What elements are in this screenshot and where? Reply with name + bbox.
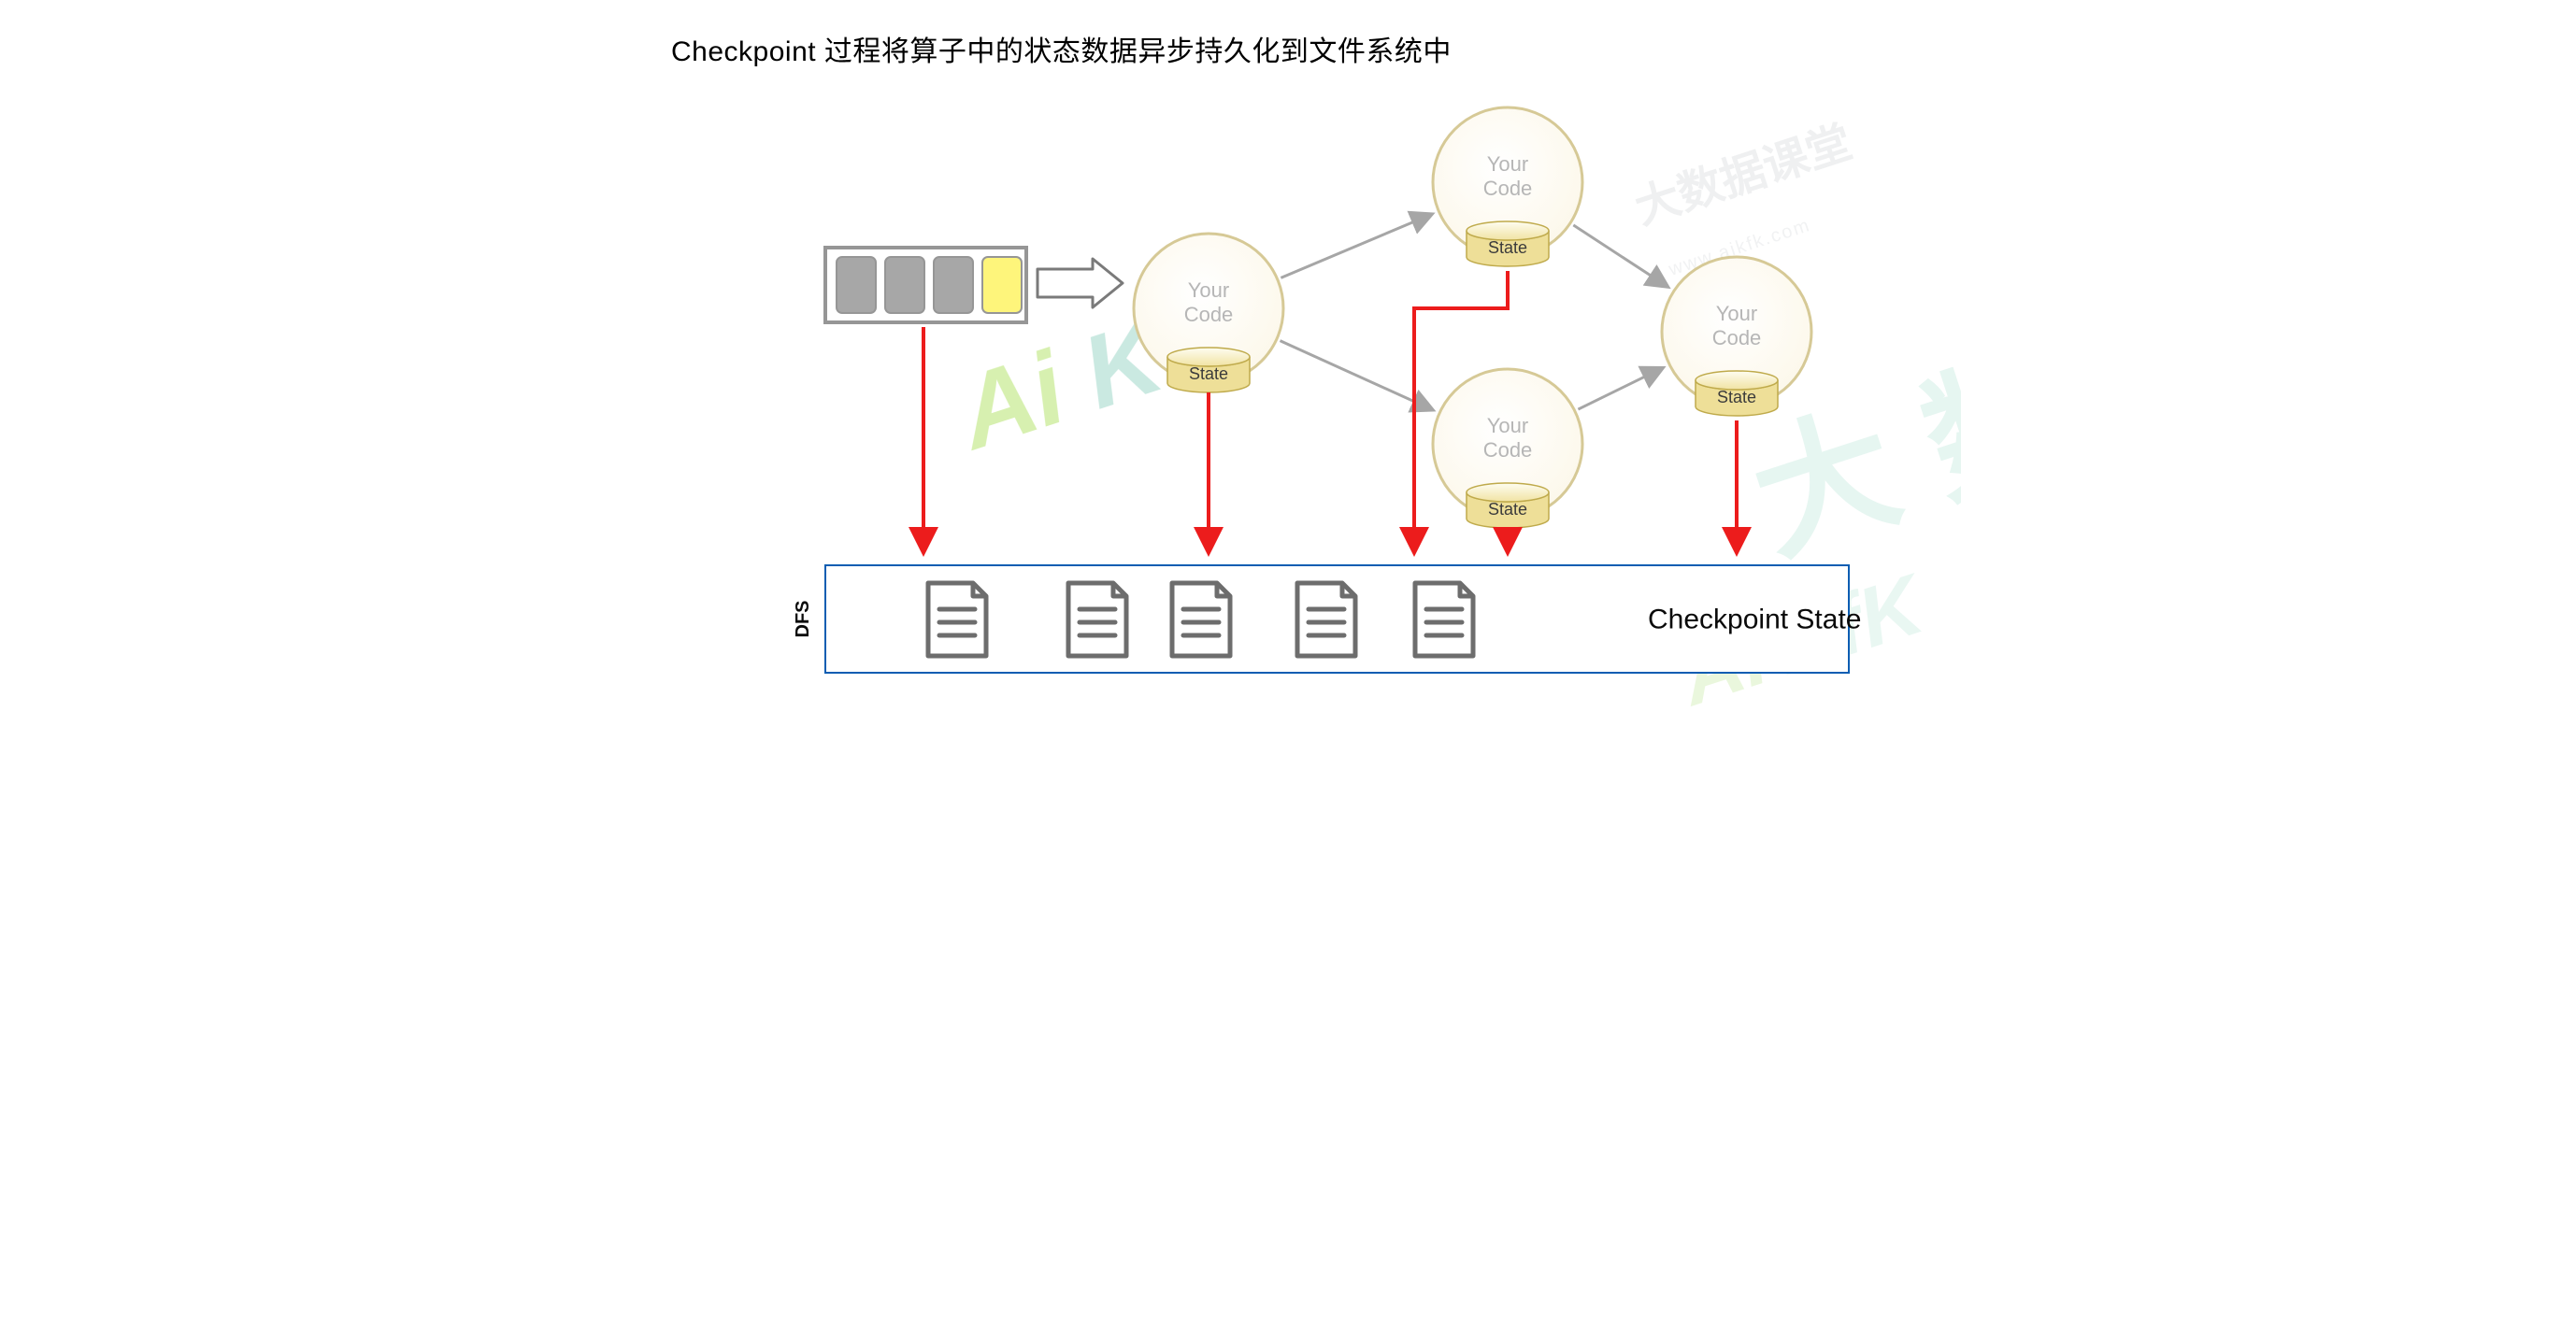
dfs-label: DFS [793, 601, 813, 638]
state-cylinder: State [1467, 483, 1549, 528]
file-icon [1172, 583, 1230, 656]
queue-slot [837, 257, 876, 313]
queue-slot [934, 257, 973, 313]
diagram-svg: AiKfK大 数大数据课堂www.aikfk.comAiKfKDFSCheckp… [615, 0, 1961, 729]
svg-text:Code: Code [1184, 303, 1234, 326]
svg-text:Your: Your [1188, 278, 1229, 302]
page-title: Checkpoint 过程将算子中的状态数据异步持久化到文件系统中 [671, 28, 1452, 69]
queue-slot [885, 257, 924, 313]
svg-text:State: State [1488, 238, 1527, 257]
file-icon [1297, 583, 1355, 656]
file-icon [928, 583, 986, 656]
svg-text:State: State [1189, 364, 1228, 383]
svg-text:State: State [1488, 500, 1527, 519]
state-cylinder: State [1167, 348, 1250, 392]
svg-text:Your: Your [1716, 302, 1757, 325]
file-icon [1415, 583, 1473, 656]
svg-text:Code: Code [1483, 438, 1533, 462]
state-cylinder: State [1467, 221, 1549, 266]
svg-text:Ai: Ai [942, 330, 1080, 473]
file-icon [1068, 583, 1126, 656]
hollow-arrow [1038, 259, 1123, 307]
svg-text:大数据课堂: 大数据课堂 [1629, 118, 1858, 235]
svg-text:Your: Your [1487, 152, 1528, 176]
queue-slot [982, 257, 1022, 313]
svg-text:State: State [1717, 388, 1756, 406]
checkpoint-state-label: Checkpoint State [1648, 605, 1861, 635]
state-cylinder: State [1696, 371, 1778, 416]
svg-text:Code: Code [1712, 326, 1762, 349]
diagram-page: Checkpoint 过程将算子中的状态数据异步持久化到文件系统中 AiKfK大… [615, 0, 1961, 729]
svg-text:Your: Your [1487, 414, 1528, 437]
svg-text:Code: Code [1483, 177, 1533, 200]
